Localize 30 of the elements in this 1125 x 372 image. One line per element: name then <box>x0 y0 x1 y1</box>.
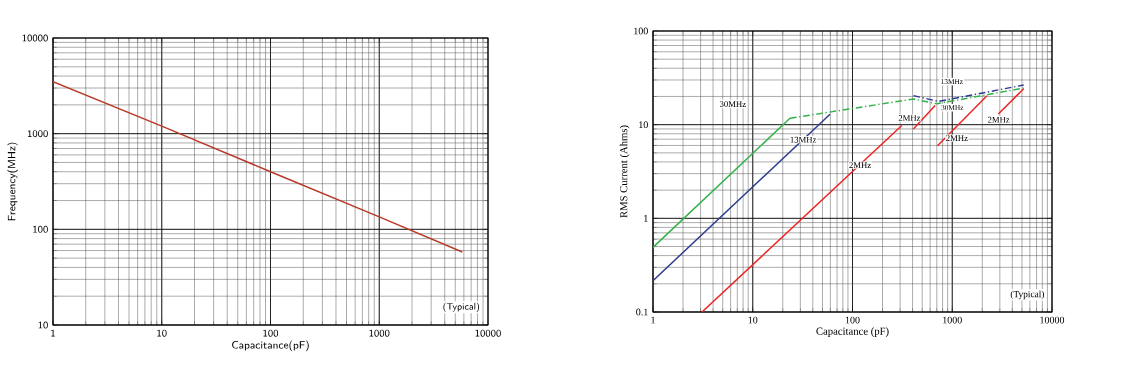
x-tick-label: 100 <box>263 329 279 337</box>
x-tick-label: 1 <box>51 329 55 337</box>
annotation: 30MHz <box>719 101 746 107</box>
annotation: 2MHz <box>849 162 871 168</box>
x-tick-label: 1000 <box>369 329 390 337</box>
y-tick-label: 100 <box>33 225 48 233</box>
x-tick-label: 1 <box>651 316 655 324</box>
x-axis-title: Capacitance(pF) <box>232 340 309 352</box>
annotation: (Typical) <box>443 302 480 312</box>
y-axis-title: Frequency(MHz) <box>7 142 18 221</box>
y-tick-label: 0.1 <box>636 308 648 316</box>
annotation: 2MHz <box>946 135 968 141</box>
x-tick-label: 10000 <box>1040 316 1065 324</box>
x-axis-title: Capacitance (pF) <box>816 327 889 337</box>
y-axis-title: RMS Current (Ahms) <box>619 125 630 218</box>
annotation: 13MHz <box>790 136 817 143</box>
annotation: (Typical) <box>1010 290 1045 300</box>
x-tick-label: 1000 <box>943 316 962 324</box>
x-tick-label: 10000 <box>475 329 501 337</box>
x-tick-label: 10 <box>157 329 167 337</box>
x-tick-label: 100 <box>845 316 860 324</box>
y-tick-label: 10000 <box>22 34 48 42</box>
annotation: 2MHz <box>898 115 921 121</box>
y-tick-label: 10 <box>639 121 648 129</box>
y-tick-label: 10 <box>38 321 48 329</box>
annotation: 2MHz <box>987 116 1010 123</box>
y-tick-label: 1 <box>644 215 648 222</box>
y-tick-label: 1000 <box>27 130 48 138</box>
x-tick-label: 10 <box>748 316 758 324</box>
y-tick-label: 100 <box>634 27 648 35</box>
